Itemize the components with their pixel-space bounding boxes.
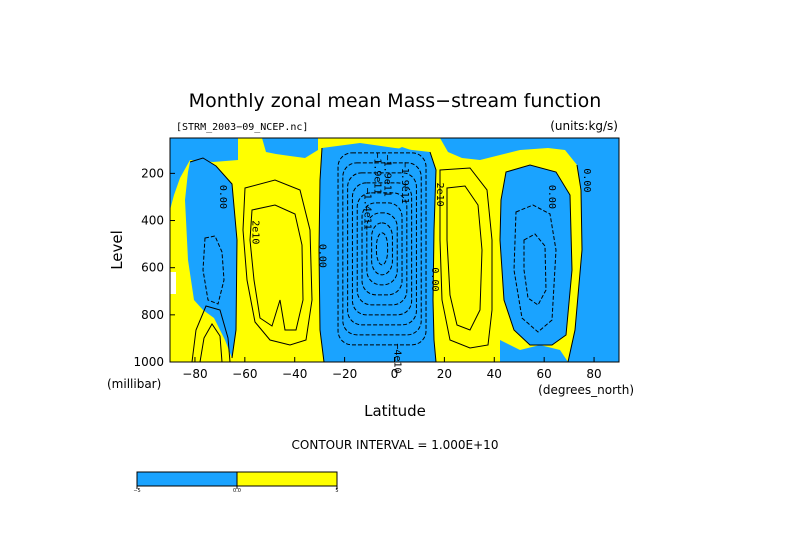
x-tick-label: −60 — [232, 367, 257, 381]
contour-label: 0.00 — [317, 244, 328, 268]
contour-label: 0.00 — [217, 185, 228, 209]
x-tick-label: 0 — [391, 367, 399, 381]
x-axis-ticks: −80 −60 −40 −20 0 20 40 60 80 — [182, 357, 602, 381]
contour-hadley-north-outer — [439, 167, 493, 349]
colorbar: −5 0.0 5 — [133, 471, 339, 494]
negative-region-top-midlat-south — [262, 138, 318, 158]
hadley-contour-ring — [366, 212, 398, 286]
x-tick-label: −80 — [182, 367, 207, 381]
negative-region-hadley-cell — [319, 143, 436, 362]
y-tick-label: 800 — [141, 308, 164, 322]
y-tick-label: 200 — [141, 166, 164, 180]
hadley-contour-ring — [375, 232, 389, 266]
negative-region-southern-polar-cell — [185, 158, 237, 358]
x-tick-label: −40 — [282, 367, 307, 381]
contour-label: −1.9e11 — [399, 162, 410, 204]
x-tick-label: 60 — [537, 367, 552, 381]
contour-zero-south-hadley-edge — [318, 147, 325, 362]
negative-fill-regions — [170, 138, 619, 362]
hadley-contour-ring — [347, 172, 417, 326]
negative-region-top-right — [440, 138, 619, 362]
hadley-cell-dashed-rings — [337, 152, 427, 346]
missing-data-patch — [170, 272, 176, 294]
x-units-label: (degrees_north) — [538, 383, 634, 397]
contour-ferrel-south-inner — [249, 204, 304, 331]
y-units-label: (millibar) — [107, 377, 161, 391]
contour-label: −1.9e11 — [382, 155, 393, 197]
colorbar-label-max: 5 — [335, 488, 338, 494]
x-axis-label: Latitude — [364, 402, 426, 420]
contour-label: −1.4e11 — [362, 188, 373, 230]
contour-ferrel-south-outer — [242, 179, 313, 346]
y-axis-ticks: 200 400 600 800 1000 — [133, 166, 175, 369]
hadley-contour-ring — [342, 162, 422, 336]
contour-northern-ferrel-negative-inner — [523, 233, 547, 306]
contour-interval-text: CONTOUR INTERVAL = 1.000E+10 — [292, 438, 499, 452]
negative-region-top-left — [170, 138, 238, 210]
y-tick-label: 1000 — [133, 355, 164, 369]
contour-zero-north-hadley-edge — [429, 151, 437, 362]
contour-polar-bottom-left-1 — [191, 305, 231, 362]
y-tick-label: 400 — [141, 214, 164, 228]
contour-label: −4e10 — [392, 343, 403, 373]
y-tick-label: 600 — [141, 261, 164, 275]
y-axis-label: Level — [108, 230, 126, 270]
negative-region-northern-ferrel-cell — [500, 165, 572, 345]
dashed-contours — [202, 152, 557, 346]
contour-southern-polar-negative — [202, 235, 225, 305]
colorbar-positive-swatch — [236, 471, 338, 487]
contour-label: 0.00 — [581, 168, 592, 192]
colorbar-label-min: −5 — [133, 488, 140, 494]
contour-label: −1.9e11 — [372, 152, 383, 194]
x-tick-label: −20 — [332, 367, 357, 381]
contour-zero-north-ferrel — [567, 164, 583, 362]
file-label: [STRM_2003−09_NCEP.nc] — [176, 122, 308, 133]
contour-polar-bottom-left-2 — [199, 323, 223, 362]
colorbar-negative-swatch — [136, 471, 238, 487]
solid-contours — [189, 147, 583, 362]
contour-label: 0.00 — [546, 185, 557, 209]
x-tick-label: 20 — [437, 367, 452, 381]
hadley-contour-ring — [351, 182, 413, 316]
negative-region-bottom-right — [500, 340, 568, 362]
units-label: (units:kg/s) — [550, 119, 618, 133]
contour-hadley-north-inner — [446, 185, 483, 331]
x-tick-label: 80 — [586, 367, 601, 381]
contour-label: 2e10 — [434, 183, 445, 207]
colorbar-label-zero: 0.0 — [233, 488, 241, 494]
contour-zero-north-ferrel-inner — [499, 164, 573, 346]
contour-northern-ferrel-negative — [513, 204, 557, 333]
hadley-contour-ring — [337, 152, 427, 346]
contour-label: 2e10 — [249, 220, 260, 244]
contour-zero-south-polar — [189, 157, 238, 359]
x-tick-label: 40 — [487, 367, 502, 381]
negative-region-top-center — [392, 147, 414, 156]
contour-label: 0.00 — [429, 267, 440, 291]
plot-area — [170, 138, 619, 362]
hadley-contour-ring — [361, 202, 403, 296]
chart-title: Monthly zonal mean Mass−stream function — [189, 90, 602, 112]
hadley-contour-ring — [371, 222, 393, 276]
hadley-contour-ring — [356, 192, 408, 306]
